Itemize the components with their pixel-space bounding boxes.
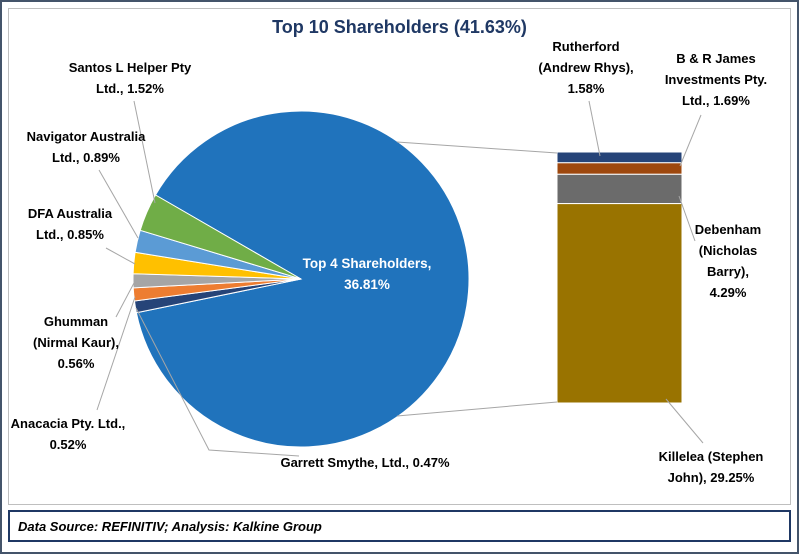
leader-garrett [135,307,300,457]
source-note-text: Data Source: REFINITIV; Analysis: Kalkin… [18,518,322,534]
label-santos: Santos L Helper Pty Ltd., 1.52% [68,60,192,96]
leader-dfa [105,247,136,265]
leader-killelea [665,398,704,444]
label-rutherford: Rutherford (Andrew Rhys), 1.58% [538,39,634,96]
leader-anacacia [96,296,136,411]
leader-bandr-james [679,114,702,167]
series-line-bottom [396,401,558,417]
leader-navigator [98,169,139,239]
label-bandr-james: B & R James Investments Pty. Ltd., 1.69% [664,51,768,108]
label-ghumman: Ghumman (Nirmal Kaur), 0.56% [33,314,119,371]
chart-title: Top 10 Shareholders (41.63%) [272,17,527,37]
bar-segment [556,151,683,164]
bar-of-pie-chart [96,100,704,457]
label-dfa: DFA Australia Ltd., 0.85% [27,206,113,242]
chart-area: Top 10 Shareholders (41.63%) Santos L He… [8,8,791,505]
label-top4-shareholders: Top 4 Shareholders, 36.81% [302,256,432,292]
label-debenham: Debenham (Nicholas Barry), 4.29% [694,222,762,300]
bar-segment [556,203,683,404]
bar-segment [556,162,683,175]
leader-debenham [678,195,696,242]
label-navigator: Navigator Australia Ltd., 0.89% [26,129,146,165]
label-killelea: Killelea (Stephen John), 29.25% [658,449,764,485]
pie-slice-top4-shareholders [135,110,470,448]
bar-segment [556,173,683,205]
series-line-top [396,141,558,154]
leader-santos [133,100,156,204]
pie-slice [139,194,302,280]
leader-rutherford [588,100,601,157]
label-garrett: Garrett Smythe, Ltd., 0.47% [280,455,450,470]
label-anacacia: Anacacia Pty. Ltd., 0.52% [10,416,126,452]
source-note-box: Data Source: REFINITIV; Analysis: Kalkin… [8,510,791,542]
leader-ghumman [115,282,135,318]
